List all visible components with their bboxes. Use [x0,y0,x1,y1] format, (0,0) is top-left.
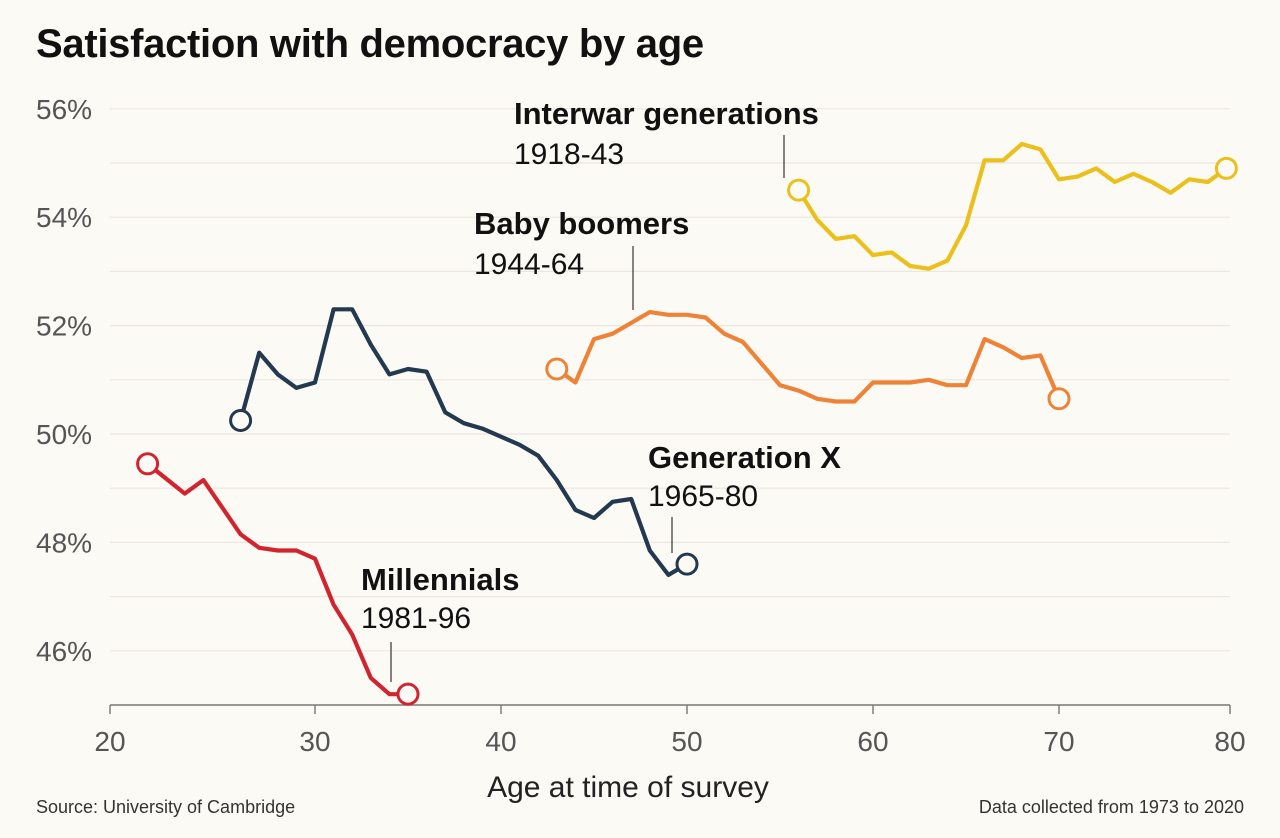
y-tick-label: 46% [36,636,92,667]
endpoint-marker [136,452,160,476]
endpoint-marker [675,552,699,576]
x-tick-label: 30 [299,726,330,757]
y-tick-label: 48% [36,527,92,558]
endpoint-marker [1047,387,1071,411]
y-tick-label: 52% [36,311,92,342]
endpoint-marker [396,682,420,706]
annotation-series-name: Millennials [361,562,519,597]
series-line [796,141,1229,271]
endpoint-marker [545,357,569,381]
x-tick-label: 70 [1043,726,1074,757]
y-axis: 46% 48% 50% 52% 54% 56% [36,94,92,667]
endpoint-marker [1214,156,1238,180]
endpoint-marker [229,408,253,432]
annotation-series-name: Interwar generations [514,96,819,131]
x-axis-label: Age at time of survey [487,771,769,804]
annotation-series-name: Baby boomers [474,206,689,241]
series-line [238,307,690,577]
annotation-birth-years: 1918-43 [514,138,624,171]
series-lines [136,141,1238,706]
chart-title: Satisfaction with democracy by age [36,22,704,66]
annotation-birth-years: 1944-64 [474,248,584,281]
annotation-birth-years: 1981-96 [361,602,471,635]
data-range-note: Data collected from 1973 to 2020 [978,797,1244,817]
annotation-series-name: Generation X [648,440,841,475]
annotation-birth-years: 1965-80 [648,480,758,513]
x-tick-label: 40 [485,726,516,757]
source-note: Source: University of Cambridge [36,797,296,817]
x-tick-label: 60 [857,726,888,757]
y-tick-label: 50% [36,419,92,450]
series-annotations: Interwar generations 1918-43 Baby boomers 1… [361,96,841,682]
endpoint-marker [787,178,811,202]
x-tick-label: 20 [94,726,125,757]
y-tick-label: 54% [36,202,92,233]
series-line [554,310,1062,404]
gridlines [110,108,1230,652]
series-line [145,461,411,697]
y-tick-label: 56% [36,94,92,125]
x-tick-label: 80 [1214,726,1245,757]
x-axis: 20 30 40 50 60 70 80 [94,704,1246,757]
x-tick-label: 50 [671,726,702,757]
